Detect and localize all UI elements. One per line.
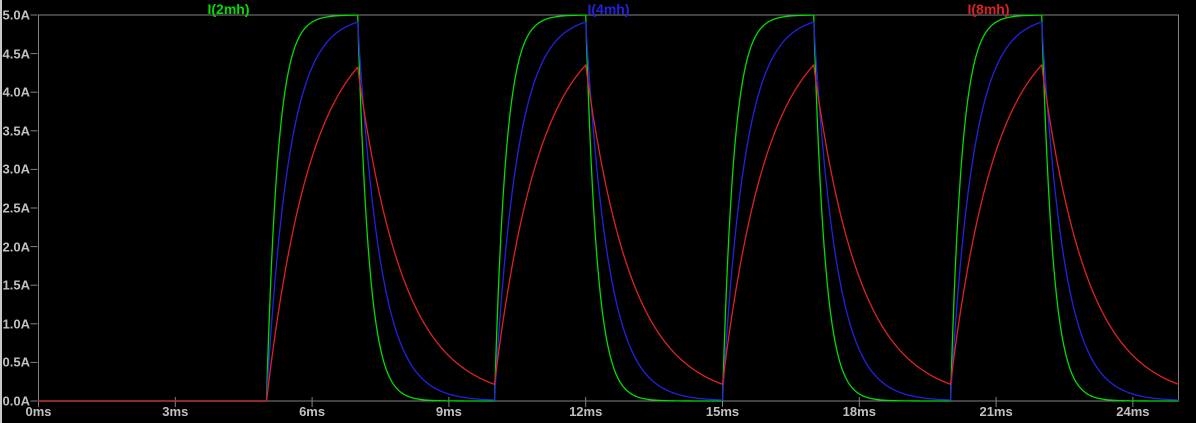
trace-i4mh[interactable]	[37, 21, 1180, 402]
plot-border	[38, 14, 1179, 402]
window-left-edge	[0, 0, 2, 423]
legend-trace-2[interactable]: I(4mh)	[587, 1, 630, 17]
trace-i2mh[interactable]	[37, 14, 1180, 402]
legend-trace-1[interactable]: I(2mh)	[207, 1, 250, 17]
legend-trace-3[interactable]: I(8mh)	[967, 1, 1010, 17]
trace-i8mh[interactable]	[37, 64, 1180, 402]
